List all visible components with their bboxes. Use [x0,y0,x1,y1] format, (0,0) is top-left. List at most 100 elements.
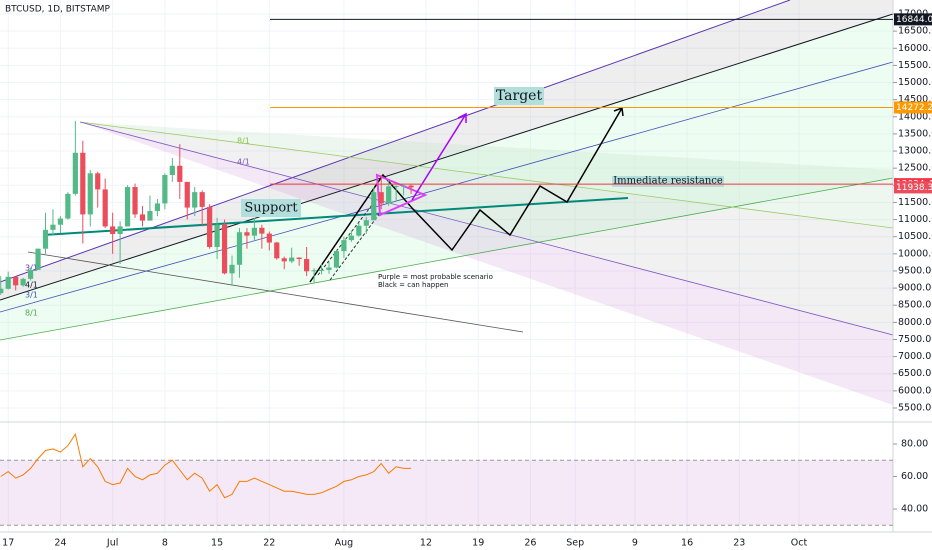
candle-body [50,224,56,230]
y-tick-label: 60.00 [901,471,928,482]
y-tick-label: 8500.00 [898,300,932,311]
x-tick-label: 16 [681,538,693,549]
candle-body [95,173,101,190]
candle-body [259,227,265,234]
candle-body [311,270,317,272]
candle-body [318,269,325,271]
y-tick-label: 6000.00 [898,385,932,396]
x-tick-label: Sep [566,538,584,549]
x-tick-label: Jul [106,538,118,549]
candle-body [27,269,34,279]
candle-body [13,276,19,286]
candle-body [371,192,377,221]
x-tick-label: 24 [54,538,66,549]
fan-label: 4/1 [237,158,250,167]
candle-body [341,240,347,252]
candle-body [363,220,369,226]
annotation: Black = can happen [378,281,448,289]
candle-body [5,276,11,289]
y-tick-label: 7000.00 [898,351,932,362]
price-label-box [894,101,932,114]
candle-body [281,258,287,262]
candle-body [80,152,86,215]
candle-body [348,235,354,241]
x-tick-label: 23 [733,538,745,549]
y-tick-label: 13500.00 [898,128,932,139]
candle-body [207,206,213,247]
rsi-line [0,432,412,499]
candle-body [274,242,280,259]
y-tick-label: 6500.00 [898,368,932,379]
rsi-band [0,460,893,526]
candle-body [266,233,272,243]
candle-body [251,227,257,236]
candle-body [214,224,220,247]
x-tick-label: 8 [162,538,168,549]
y-tick-label: 16000.00 [898,43,932,54]
candle-body [408,185,414,188]
candle-body [57,218,64,225]
last-price-box [894,181,932,194]
candle-body [386,186,392,204]
fan-label: 8/1 [237,137,250,146]
candle-body [124,187,131,227]
candle-body [20,278,26,286]
candle-body [102,189,108,227]
candle-body [378,192,384,204]
fan-label: 4/1 [25,281,38,290]
candle-body [289,257,295,262]
candle-body [139,214,146,221]
y-tick-label: 40.00 [901,504,928,515]
y-tick-label: 13000.00 [898,146,932,157]
candle-body [229,264,235,274]
candle-body [117,226,123,234]
candle-body [296,257,302,259]
candle-body [132,187,138,215]
x-tick-label: 26 [524,538,536,549]
candle-body [35,248,41,270]
y-tick-label: 15500.00 [898,60,932,71]
y-tick-label: 11500.00 [898,197,932,208]
candle-body [0,288,4,294]
y-tick-label: 7500.00 [898,334,932,345]
annotation: Immediate resistance [613,176,723,187]
candle-body [304,258,310,272]
x-tick-label: Aug [335,538,354,549]
y-tick-label: 14000.00 [898,111,932,122]
candle-body [192,192,198,208]
x-tick-label: 9 [632,538,638,549]
fan-label: 3/1 [25,291,38,300]
price-label: 14272.22 [896,103,932,113]
x-tick-label: Oct [791,538,808,549]
x-tick-label: 17 [2,538,14,549]
annotation: Purple = most probable scenario [378,273,493,281]
y-tick-label: 9000.00 [898,283,932,294]
candle-body [184,181,190,208]
x-tick-label: 22 [263,538,275,549]
candle-body [147,211,153,221]
candle-body [72,152,78,194]
annotation: Target [496,88,543,104]
y-tick-label: 16500.00 [898,26,932,37]
fan-label: 8/1 [25,309,38,318]
fan-label: 3/1 [25,264,38,273]
candle-body [65,193,71,219]
y-tick-label: 9500.00 [898,265,932,276]
chart-title: BTCUSD, 1D, BITSTAMP [5,5,111,15]
candle-body [110,226,116,234]
candle-body [326,267,332,270]
y-tick-label: 14500.00 [898,94,932,105]
candle-body [42,229,49,249]
y-tick-label: 5500.00 [898,402,932,413]
candle-body [154,203,161,211]
x-tick-label: 19 [472,538,484,549]
candle-body [244,232,250,236]
price-label: 16844.07 [896,15,932,25]
y-tick-label: 15000.00 [898,77,932,88]
candle-body [393,185,399,187]
y-tick-label: 12500.00 [898,163,932,174]
x-tick-label: 12 [420,538,432,549]
candle-body [401,185,407,187]
